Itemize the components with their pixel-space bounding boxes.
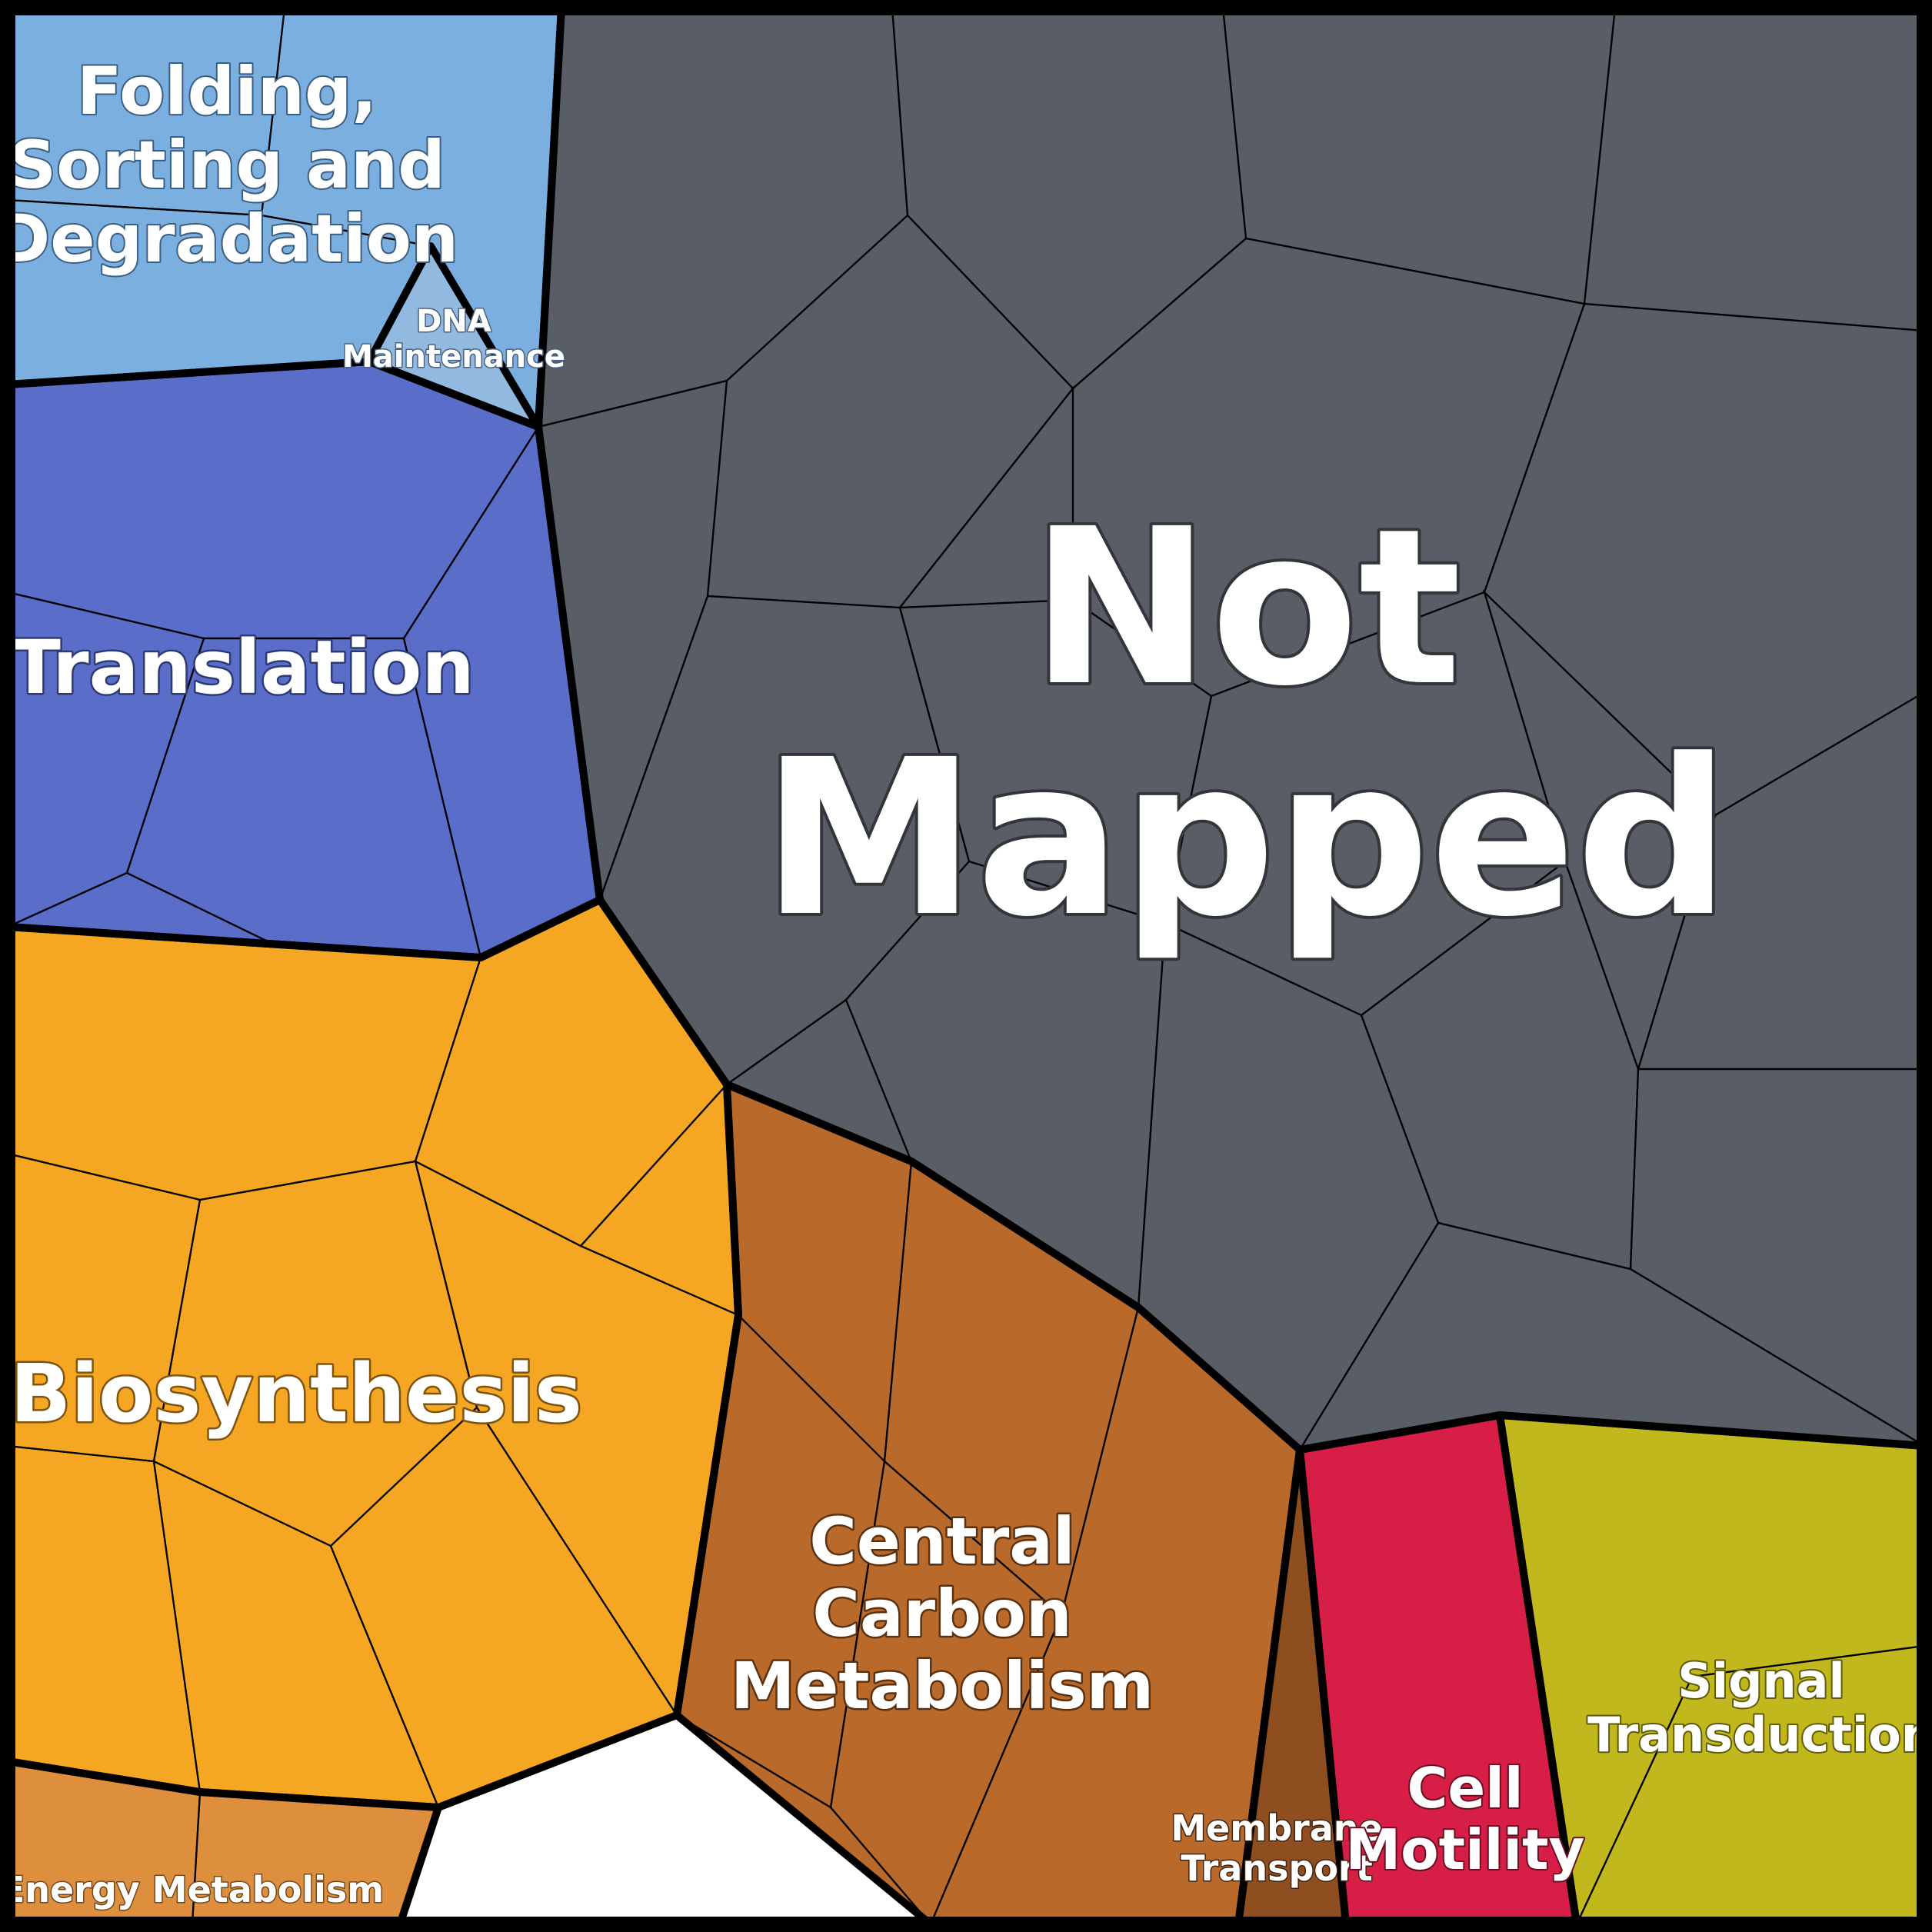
label-translation: Translation <box>10 625 474 711</box>
voronoi-treemap: NotMappedFolding,Sorting andDegradationD… <box>0 0 1932 1932</box>
label-energy-metabolism: Energy Metabolism <box>1 1869 384 1910</box>
label-biosynthesis: Biosynthesis <box>10 1347 582 1441</box>
